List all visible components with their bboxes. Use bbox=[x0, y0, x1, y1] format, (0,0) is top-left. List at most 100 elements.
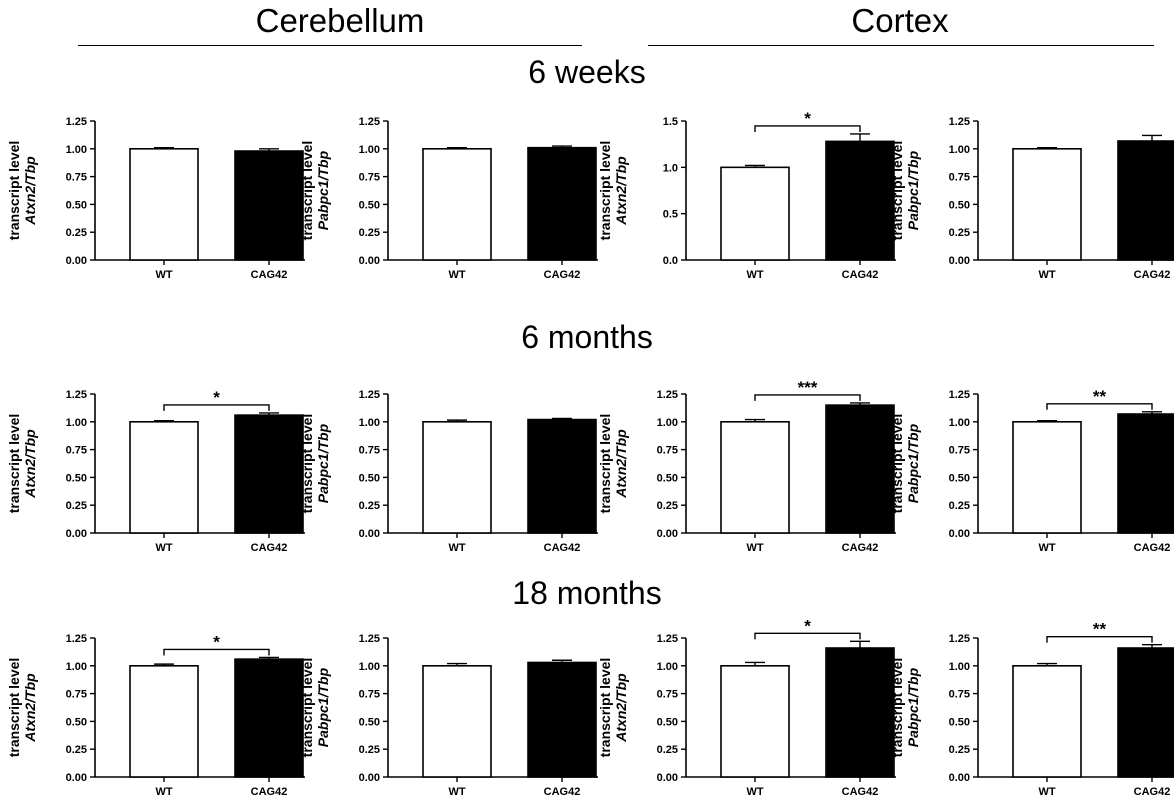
y-axis-label: transcript level bbox=[889, 141, 905, 241]
region-rule-cortex bbox=[648, 45, 1154, 46]
y-tick-label: 0.50 bbox=[359, 199, 380, 211]
bar-cag42 bbox=[825, 140, 895, 261]
y-tick-label: 1.25 bbox=[66, 633, 87, 645]
significance-bracket bbox=[163, 648, 270, 656]
bar-wt bbox=[1012, 148, 1082, 261]
y-tick-label: 0.25 bbox=[949, 500, 970, 512]
y-tick-label: 0.50 bbox=[949, 716, 970, 728]
y-tick-label: 0.0 bbox=[663, 255, 678, 267]
x-category-label: CAG42 bbox=[1134, 542, 1171, 554]
x-category-label: WT bbox=[155, 542, 172, 554]
y-tick-label: 0.75 bbox=[949, 689, 970, 701]
x-category-label: WT bbox=[448, 542, 465, 554]
y-tick-label: 0.25 bbox=[949, 227, 970, 239]
y-axis-label: transcript level bbox=[889, 414, 905, 514]
bar-wt bbox=[422, 420, 492, 534]
x-category-label: CAG42 bbox=[251, 269, 288, 281]
bar-wt bbox=[422, 148, 492, 261]
significance-bracket bbox=[754, 632, 861, 640]
y-tick-label: 0.50 bbox=[66, 716, 87, 728]
y-tick-label: 0.00 bbox=[949, 772, 970, 784]
y-tick-label: 1.00 bbox=[359, 661, 380, 673]
y-axis-gene-label: Atxn2/Tbp bbox=[613, 156, 629, 226]
y-tick-label: 1.25 bbox=[949, 633, 970, 645]
y-tick-label: 1.25 bbox=[949, 389, 970, 401]
y-tick-label: 0.00 bbox=[359, 255, 380, 267]
y-tick-label: 0.50 bbox=[66, 199, 87, 211]
y-axis-gene-label: Atxn2/Tbp bbox=[22, 156, 38, 226]
x-category-label: CAG42 bbox=[544, 542, 581, 554]
y-tick-label: 1.00 bbox=[949, 661, 970, 673]
bar-cag42 bbox=[234, 658, 304, 778]
x-category-label: WT bbox=[448, 786, 465, 798]
bar-cag42 bbox=[825, 404, 895, 534]
bar-wt bbox=[720, 166, 790, 261]
region-title-cerebellum: Cerebellum bbox=[255, 2, 425, 39]
x-category-label: CAG42 bbox=[842, 786, 879, 798]
y-axis-gene-label: Pabpc1/Tbp bbox=[315, 150, 331, 230]
y-tick-label: 1.25 bbox=[657, 389, 678, 401]
significance-bracket bbox=[1046, 635, 1153, 643]
y-axis-label: transcript level bbox=[597, 141, 613, 241]
x-category-label: WT bbox=[1038, 786, 1055, 798]
y-tick-label: 1.5 bbox=[663, 116, 678, 128]
significance-bracket bbox=[754, 394, 861, 401]
bar-wt bbox=[129, 664, 199, 778]
y-tick-label: 1.25 bbox=[359, 633, 380, 645]
y-axis-label: transcript level bbox=[597, 414, 613, 514]
y-axis-label: transcript level bbox=[6, 658, 22, 758]
bar-wt bbox=[1012, 664, 1082, 778]
bar-cag42 bbox=[1117, 647, 1174, 778]
y-axis-gene-label: Pabpc1/Tbp bbox=[905, 667, 921, 747]
y-axis-gene-label: Atxn2/Tbp bbox=[22, 673, 38, 743]
y-tick-label: 0.75 bbox=[66, 172, 87, 184]
significance-marker: * bbox=[213, 388, 220, 407]
y-axis-gene-label: Atxn2/Tbp bbox=[22, 429, 38, 499]
y-axis-gene-label: Atxn2/Tbp bbox=[613, 673, 629, 743]
y-tick-label: 1.25 bbox=[66, 389, 87, 401]
x-category-label: CAG42 bbox=[544, 269, 581, 281]
y-axis-gene-label: Pabpc1/Tbp bbox=[315, 667, 331, 747]
x-category-label: WT bbox=[1038, 542, 1055, 554]
significance-marker: * bbox=[804, 616, 811, 635]
y-tick-label: 0.25 bbox=[66, 227, 87, 239]
y-tick-label: 0.25 bbox=[359, 227, 380, 239]
region-title-cortex: Cortex bbox=[851, 2, 949, 39]
y-tick-label: 1.25 bbox=[359, 389, 380, 401]
y-tick-label: 0.50 bbox=[657, 472, 678, 484]
y-tick-label: 1.00 bbox=[657, 417, 678, 429]
y-axis-gene-label: Atxn2/Tbp bbox=[613, 429, 629, 499]
x-category-label: CAG42 bbox=[251, 786, 288, 798]
y-tick-label: 1.0 bbox=[663, 162, 678, 174]
y-tick-label: 0.00 bbox=[657, 772, 678, 784]
y-tick-label: 1.25 bbox=[66, 116, 87, 128]
y-axis-label: transcript level bbox=[299, 414, 315, 514]
y-tick-label: 0.75 bbox=[359, 445, 380, 457]
y-tick-label: 1.00 bbox=[949, 417, 970, 429]
significance-bracket bbox=[754, 125, 861, 132]
y-tick-label: 0.75 bbox=[66, 445, 87, 457]
y-tick-label: 0.75 bbox=[359, 172, 380, 184]
y-axis-label: transcript level bbox=[597, 658, 613, 758]
y-tick-label: 0.25 bbox=[657, 500, 678, 512]
timepoint-title-6-weeks: 6 weeks bbox=[528, 54, 646, 90]
y-tick-label: 0.00 bbox=[66, 528, 87, 540]
y-axis-label: transcript level bbox=[889, 658, 905, 758]
y-tick-label: 0.00 bbox=[949, 255, 970, 267]
y-tick-label: 1.00 bbox=[66, 661, 87, 673]
y-tick-label: 0.00 bbox=[359, 528, 380, 540]
bar-cag42 bbox=[1117, 140, 1174, 261]
bar-wt bbox=[720, 664, 790, 778]
significance-marker: *** bbox=[798, 378, 818, 397]
bar-wt bbox=[129, 420, 199, 534]
y-tick-label: 1.00 bbox=[66, 417, 87, 429]
region-rule-cerebellum bbox=[78, 45, 582, 46]
x-category-label: WT bbox=[746, 542, 763, 554]
significance-marker: * bbox=[213, 632, 220, 651]
x-category-label: CAG42 bbox=[251, 542, 288, 554]
y-tick-label: 0.25 bbox=[949, 744, 970, 756]
y-tick-label: 0.00 bbox=[66, 255, 87, 267]
y-tick-label: 1.00 bbox=[657, 661, 678, 673]
y-tick-label: 0.50 bbox=[949, 472, 970, 484]
y-tick-label: 0.50 bbox=[949, 199, 970, 211]
